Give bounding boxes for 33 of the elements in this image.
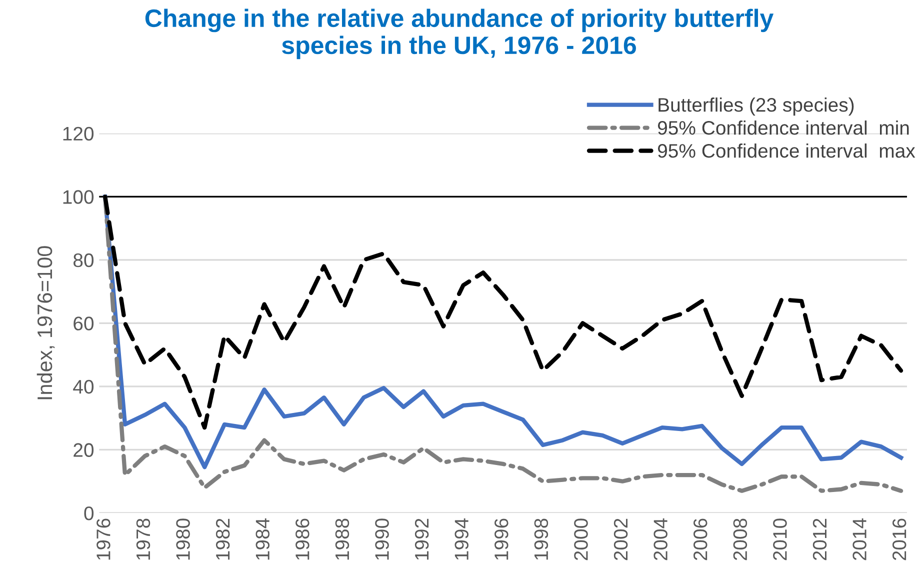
x-tick-label: 2000: [574, 518, 588, 560]
x-tick-label: 1992: [414, 518, 429, 560]
x-tick-label: 2010: [773, 518, 787, 560]
x-tick-label: 1976: [96, 518, 110, 560]
x-tick-label: 1990: [375, 518, 389, 560]
x-tick-label: 1998: [534, 518, 548, 560]
x-tick-label: 1978: [136, 518, 150, 560]
legend-label: 95% Confidence interval min: [658, 120, 909, 135]
x-tick-label: 2008: [733, 518, 748, 560]
x-tick-label: 1984: [256, 518, 270, 560]
y-tick-label: 100: [63, 190, 94, 204]
x-tick-label: 2014: [852, 518, 866, 560]
x-tick-label: 2012: [812, 518, 827, 560]
legend-label: Butterflies (23 species): [658, 98, 854, 116]
y-tick-label: 40: [73, 380, 94, 394]
chart-title: Change in the relative abundance of priority butterfly species in the UK, 1976 - 2016: [145, 8, 774, 60]
x-tick-label: 1986: [296, 518, 310, 560]
x-tick-label: 1980: [176, 518, 190, 560]
x-tick-label: 2004: [654, 518, 668, 560]
x-tick-label: 1982: [216, 518, 230, 560]
y-tick-label: 20: [74, 443, 94, 457]
y-tick-label: 120: [63, 126, 94, 141]
y-tick-label: 60: [74, 316, 94, 330]
x-tick-label: 2002: [614, 518, 628, 560]
x-tick-label: 2016: [892, 518, 906, 560]
x-tick-label: 1988: [335, 518, 350, 560]
y-axis-title: Index, 1976=100: [36, 246, 55, 400]
y-tick-label: 0: [84, 506, 94, 520]
x-tick-label: 2006: [693, 518, 708, 560]
x-tick-label: 1994: [454, 518, 468, 560]
legend-label: 95% Confidence interval max: [658, 143, 916, 158]
y-tick-label: 80: [74, 253, 94, 268]
x-tick-label: 1996: [494, 518, 508, 560]
